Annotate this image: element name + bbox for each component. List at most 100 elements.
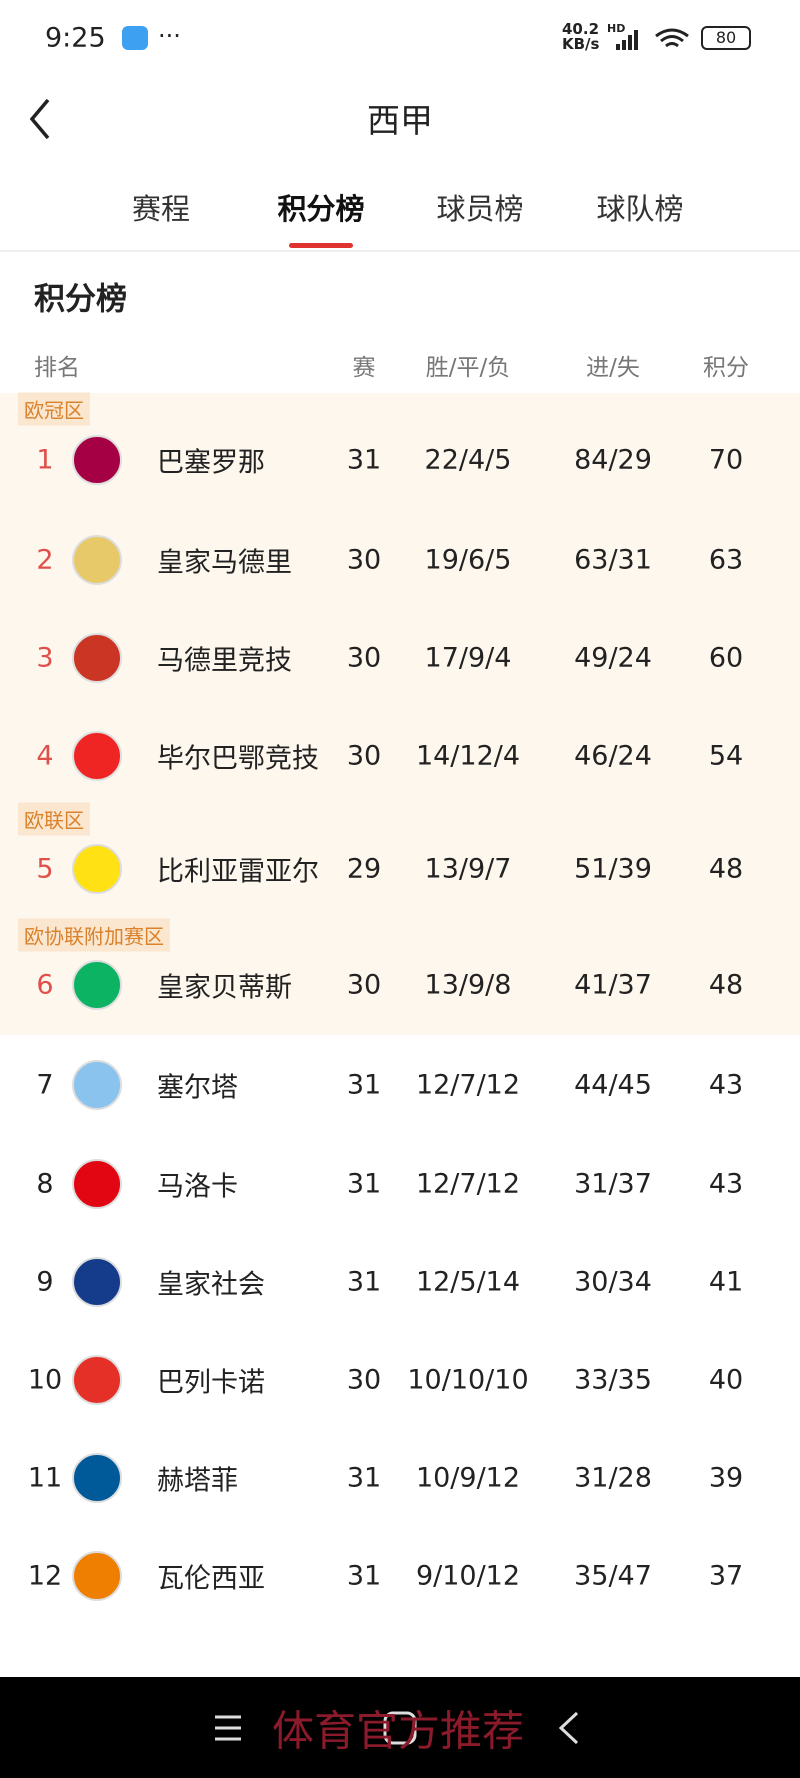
team-name[interactable]: 皇家社会 bbox=[157, 1269, 265, 1301]
team-name[interactable]: 皇家马德里 bbox=[157, 547, 292, 579]
column-header: 排名 bbox=[34, 355, 80, 381]
tab-underline bbox=[289, 243, 353, 248]
team-name[interactable]: 毕尔巴鄂竞技 bbox=[157, 743, 319, 775]
page-title: 西甲 bbox=[367, 101, 433, 140]
network-speed: 40.2 KB/s bbox=[562, 22, 599, 52]
wdl: 14/12/4 bbox=[415, 740, 521, 772]
rank: 7 bbox=[36, 1069, 54, 1101]
wdl: 12/5/14 bbox=[415, 1266, 521, 1298]
team-name[interactable]: 马洛卡 bbox=[157, 1171, 238, 1203]
goals: 44/45 bbox=[574, 1069, 652, 1101]
zone-label: 欧冠区 bbox=[18, 392, 90, 426]
played: 31 bbox=[346, 1560, 382, 1592]
goals: 31/28 bbox=[574, 1462, 652, 1494]
goals: 51/39 bbox=[574, 853, 652, 885]
goals: 84/29 bbox=[574, 444, 652, 476]
wdl: 13/9/7 bbox=[424, 853, 512, 885]
points: 40 bbox=[708, 1364, 744, 1396]
wdl: 10/9/12 bbox=[415, 1462, 521, 1494]
battery: 80 bbox=[701, 26, 751, 50]
goals: 33/35 bbox=[574, 1364, 652, 1396]
zone-label: 欧协联附加赛区 bbox=[18, 918, 170, 952]
team-logo bbox=[72, 960, 122, 1010]
goals: 30/34 bbox=[574, 1266, 652, 1298]
points: 60 bbox=[708, 642, 744, 674]
played: 31 bbox=[346, 1266, 382, 1298]
team-logo bbox=[72, 1453, 122, 1503]
team-logo bbox=[72, 1355, 122, 1405]
points: 43 bbox=[708, 1069, 744, 1101]
watermark: 体育官方推荐 bbox=[271, 1706, 525, 1756]
team-logo bbox=[72, 1551, 122, 1601]
played: 30 bbox=[346, 1364, 382, 1396]
nav-buttons bbox=[215, 1711, 579, 1745]
tab[interactable]: 球员榜 bbox=[436, 192, 524, 226]
points: 63 bbox=[708, 544, 744, 576]
team-name[interactable]: 赫塔菲 bbox=[157, 1465, 238, 1497]
divider bbox=[0, 250, 800, 252]
column-header: 积分 bbox=[703, 355, 749, 381]
team-logo bbox=[72, 535, 122, 585]
played: 31 bbox=[346, 1462, 382, 1494]
goals: 35/47 bbox=[574, 1560, 652, 1592]
wdl: 13/9/8 bbox=[424, 969, 512, 1001]
wdl: 19/6/5 bbox=[424, 544, 512, 576]
team-name[interactable]: 巴列卡诺 bbox=[157, 1367, 265, 1399]
team-logo bbox=[72, 1060, 122, 1110]
rank: 9 bbox=[36, 1266, 54, 1298]
goals: 41/37 bbox=[574, 969, 652, 1001]
points: 41 bbox=[708, 1266, 744, 1298]
wdl: 10/10/10 bbox=[407, 1364, 529, 1396]
rank: 3 bbox=[36, 642, 54, 674]
column-header: 进/失 bbox=[586, 355, 640, 381]
wdl: 12/7/12 bbox=[415, 1069, 521, 1101]
played: 30 bbox=[346, 544, 382, 576]
points: 70 bbox=[708, 444, 744, 476]
rank: 10 bbox=[27, 1364, 63, 1396]
rank: 11 bbox=[27, 1462, 63, 1494]
tab[interactable]: 赛程 bbox=[131, 192, 191, 226]
team-name[interactable]: 瓦伦西亚 bbox=[157, 1563, 265, 1595]
team-logo bbox=[72, 1159, 122, 1209]
points: 39 bbox=[708, 1462, 744, 1494]
points: 48 bbox=[708, 853, 744, 885]
played: 30 bbox=[346, 740, 382, 772]
goals: 63/31 bbox=[574, 544, 652, 576]
played: 31 bbox=[346, 444, 382, 476]
played: 29 bbox=[346, 853, 382, 885]
team-name[interactable]: 比利亚雷亚尔 bbox=[157, 856, 319, 888]
team-name[interactable]: 皇家贝蒂斯 bbox=[157, 972, 292, 1004]
points: 37 bbox=[708, 1560, 744, 1592]
status-time: 9:25 bbox=[45, 22, 106, 54]
rank: 6 bbox=[36, 969, 54, 1001]
team-name[interactable]: 巴塞罗那 bbox=[157, 447, 265, 479]
wdl: 22/4/5 bbox=[424, 444, 512, 476]
team-logo bbox=[72, 435, 122, 485]
team-logo bbox=[72, 633, 122, 683]
rank: 5 bbox=[36, 853, 54, 885]
points: 43 bbox=[708, 1168, 744, 1200]
tab[interactable]: 积分榜 bbox=[277, 192, 365, 226]
rank: 12 bbox=[27, 1560, 63, 1592]
column-header: 赛 bbox=[352, 355, 376, 381]
wdl: 17/9/4 bbox=[424, 642, 512, 674]
back-button[interactable] bbox=[24, 96, 54, 142]
tab[interactable]: 球队榜 bbox=[596, 192, 684, 226]
column-header: 胜/平/负 bbox=[425, 355, 511, 381]
team-name[interactable]: 马德里竞技 bbox=[157, 645, 292, 677]
team-name[interactable]: 塞尔塔 bbox=[157, 1072, 238, 1104]
rank: 2 bbox=[36, 544, 54, 576]
points: 54 bbox=[708, 740, 744, 772]
team-logo bbox=[72, 844, 122, 894]
goals: 49/24 bbox=[574, 642, 652, 674]
played: 30 bbox=[346, 642, 382, 674]
played: 31 bbox=[346, 1069, 382, 1101]
zone-label: 欧联区 bbox=[18, 802, 90, 836]
goals: 31/37 bbox=[574, 1168, 652, 1200]
played: 30 bbox=[346, 969, 382, 1001]
wdl: 9/10/12 bbox=[415, 1560, 521, 1592]
rank: 4 bbox=[36, 740, 54, 772]
goals: 46/24 bbox=[574, 740, 652, 772]
speed-value: 40.2 bbox=[562, 20, 600, 38]
